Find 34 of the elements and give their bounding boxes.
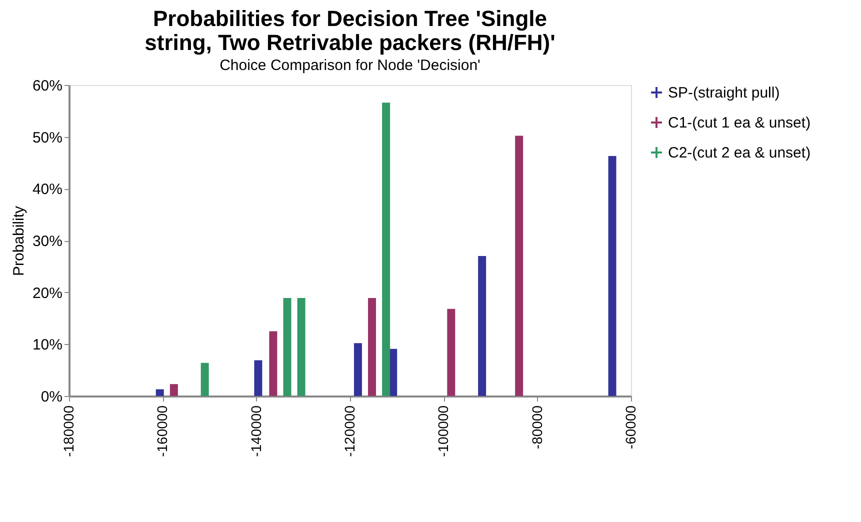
bar bbox=[254, 360, 262, 396]
bar bbox=[478, 256, 486, 396]
bar bbox=[269, 331, 278, 396]
legend-label: C1-(cut 1 ea & unset) bbox=[668, 114, 811, 132]
bar bbox=[608, 156, 616, 396]
bar bbox=[283, 298, 292, 396]
bar bbox=[515, 136, 524, 396]
bar bbox=[382, 102, 390, 396]
bar bbox=[200, 362, 209, 396]
bar bbox=[354, 343, 362, 396]
y-tick-label: 50% bbox=[32, 129, 62, 146]
y-tick-label: 30% bbox=[32, 233, 62, 250]
chart-subtitle: Choice Comparison for Node 'Decision' bbox=[220, 57, 481, 74]
x-tick-label: -180000 bbox=[60, 405, 76, 457]
y-tick-label: 20% bbox=[32, 284, 62, 302]
legend-label: SP-(straight pull) bbox=[668, 84, 780, 102]
bar bbox=[170, 384, 178, 396]
x-tick-label: -80000 bbox=[528, 405, 545, 450]
bar bbox=[297, 298, 306, 396]
y-tick-label: 10% bbox=[32, 336, 62, 354]
x-tick-label: -160000 bbox=[154, 405, 170, 457]
x-tick-label: -100000 bbox=[435, 405, 452, 457]
x-tick-label: -60000 bbox=[622, 405, 638, 450]
legend-label: C2-(cut 2 ea & unset) bbox=[668, 144, 811, 162]
y-axis-title: Probability bbox=[10, 205, 28, 276]
y-tick-label: 60% bbox=[32, 78, 62, 94]
bar bbox=[447, 308, 456, 396]
y-tick-label: 0% bbox=[40, 388, 62, 406]
bar bbox=[368, 298, 376, 396]
bar bbox=[156, 389, 164, 396]
x-tick-label: -120000 bbox=[342, 405, 358, 457]
y-tick-label: 40% bbox=[32, 181, 62, 198]
x-tick-label: -140000 bbox=[248, 405, 264, 457]
chart-title: Probabilities for Decision Tree 'Single string, Two Retrivable packers (RH/FH)' bbox=[144, 6, 556, 55]
